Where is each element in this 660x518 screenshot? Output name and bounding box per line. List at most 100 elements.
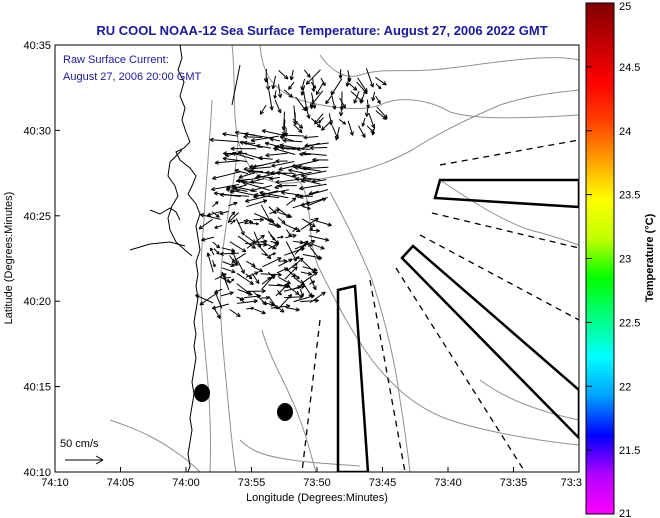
current-vector	[269, 176, 280, 181]
current-vector	[273, 147, 296, 155]
current-vector	[239, 140, 263, 149]
current-vector	[214, 224, 223, 229]
current-vector	[278, 294, 293, 310]
colorbar-tick-label: 24.5	[619, 62, 640, 74]
current-vector	[231, 184, 257, 192]
current-vector	[269, 137, 281, 142]
current-vector	[268, 252, 276, 257]
current-vector	[230, 219, 236, 225]
current-vector	[269, 208, 281, 215]
current-vector	[276, 171, 296, 179]
current-vector	[225, 187, 255, 196]
current-vector	[299, 183, 327, 191]
current-vector	[292, 171, 312, 178]
current-vector	[307, 197, 327, 206]
x-axis-label: Longitude (Degrees:Minutes)	[246, 492, 388, 504]
current-vector	[311, 117, 322, 128]
current-vector	[231, 151, 255, 160]
current-vector	[305, 106, 311, 119]
current-vector	[295, 177, 321, 185]
scale-label: 50 cm/s	[60, 438, 99, 450]
current-vector	[228, 211, 236, 220]
current-vector	[244, 220, 254, 225]
current-vector	[234, 168, 249, 175]
current-vector	[334, 126, 340, 141]
map-plot-area: Raw Surface Current: August 27, 2006 20:…	[54, 44, 580, 473]
current-vector	[198, 218, 213, 230]
current-vector	[292, 285, 302, 290]
current-vector	[277, 216, 286, 225]
current-vector	[286, 197, 297, 206]
current-vector	[348, 82, 358, 91]
current-vector	[249, 164, 264, 169]
y-tick-label: 40:30	[23, 125, 51, 137]
current-vector	[261, 253, 268, 257]
current-vector	[375, 110, 387, 120]
current-vector	[237, 235, 256, 249]
current-vector	[294, 165, 321, 172]
current-vector	[210, 247, 215, 256]
current-vector	[262, 257, 282, 268]
current-vector	[303, 69, 311, 78]
current-vector	[278, 211, 293, 219]
current-vector	[375, 83, 382, 90]
current-vector	[292, 118, 304, 129]
current-vector	[270, 234, 276, 241]
current-vector	[260, 295, 270, 300]
current-vector	[213, 308, 221, 319]
current-vector	[310, 82, 317, 89]
current-vector	[237, 299, 258, 304]
current-vector	[280, 190, 303, 196]
buoy-2	[277, 403, 293, 421]
current-vector	[283, 89, 293, 98]
current-vector	[301, 218, 316, 228]
current-vector	[278, 183, 297, 188]
current-vector	[371, 91, 376, 102]
current-vector	[293, 294, 315, 303]
buoy-markers	[194, 384, 293, 421]
current-vector	[229, 241, 247, 253]
current-vector	[237, 260, 245, 274]
colorbar-tick-label: 23	[619, 254, 631, 266]
current-vector	[292, 227, 298, 233]
current-vector	[212, 171, 241, 180]
current-vector	[295, 96, 307, 112]
current-vector	[229, 278, 235, 284]
current-vector	[278, 69, 289, 80]
zone-polygons	[336, 178, 579, 472]
y-axis-label: Latitude (Degrees:Minutes)	[3, 192, 15, 325]
current-vector	[277, 84, 283, 99]
current-vector	[250, 135, 279, 143]
y-tick-label: 40:10	[23, 467, 51, 479]
current-vector	[235, 218, 245, 236]
current-vector	[279, 135, 295, 142]
current-vector	[295, 193, 313, 199]
overlay-current-time: August 27, 2006 20:00 GMT	[63, 71, 201, 83]
current-vector	[285, 307, 300, 312]
current-vector	[300, 170, 327, 178]
current-vector	[361, 117, 366, 127]
current-vector	[305, 69, 321, 85]
current-vector	[253, 266, 264, 272]
current-vector	[358, 125, 366, 138]
current-vector	[214, 160, 241, 165]
current-vector	[245, 271, 259, 278]
current-vector	[288, 81, 295, 90]
current-vector	[243, 166, 272, 172]
x-tick-label: 74:05	[107, 477, 135, 489]
current-vector	[292, 201, 311, 209]
current-vector	[251, 222, 259, 226]
current-vector	[309, 99, 314, 110]
current-vector	[309, 291, 326, 304]
current-vector	[222, 267, 236, 274]
colorbar-tick-label: 22.5	[619, 317, 640, 329]
current-vector	[309, 145, 328, 151]
current-vector	[256, 174, 272, 179]
colorbar-tick-label: 21.5	[619, 445, 640, 457]
y-tick-label: 40:25	[23, 211, 51, 223]
current-vector	[278, 258, 293, 267]
current-vector	[302, 254, 323, 260]
current-vector	[312, 157, 329, 163]
current-vector	[315, 82, 324, 96]
current-vector	[220, 291, 234, 297]
